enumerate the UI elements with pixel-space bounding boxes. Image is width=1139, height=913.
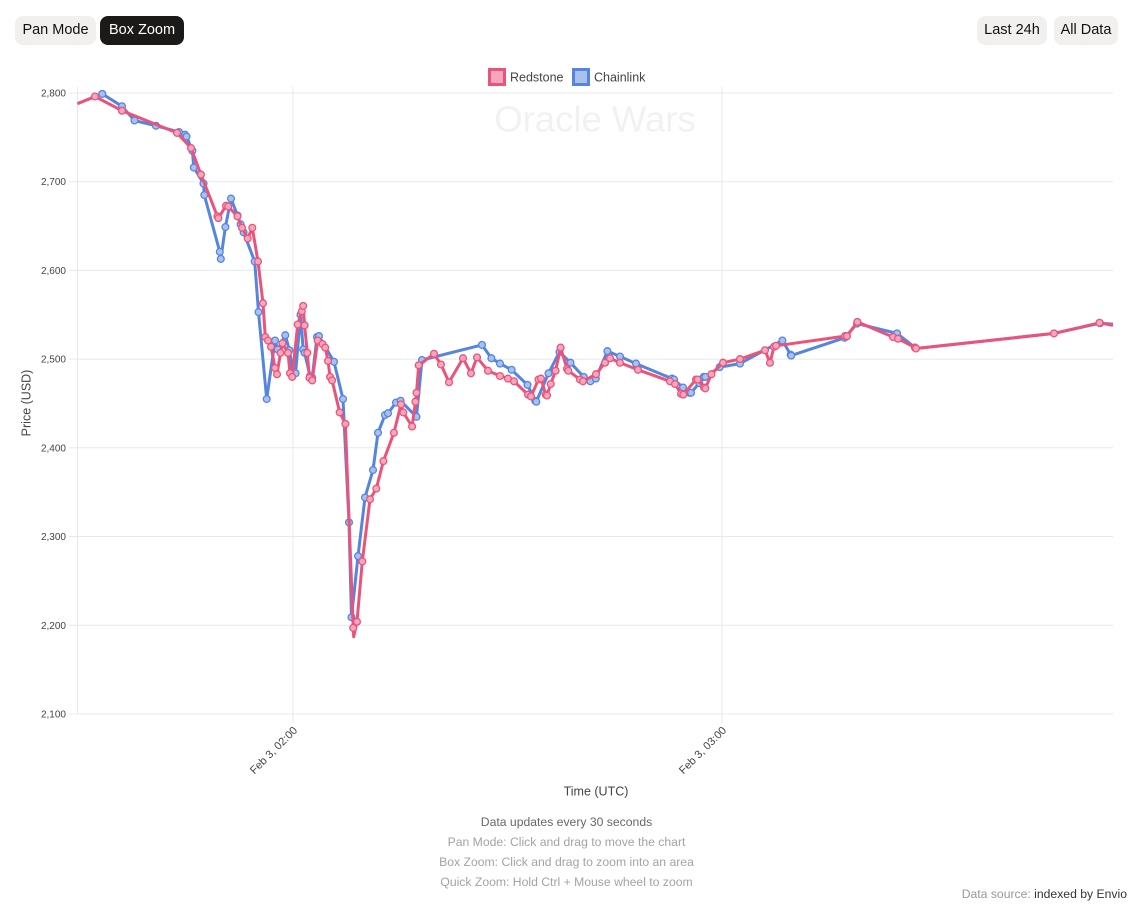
svg-text:2,500: 2,500	[41, 355, 66, 366]
svg-text:Time (UTC): Time (UTC)	[564, 785, 629, 799]
svg-text:2,800: 2,800	[41, 89, 66, 100]
svg-text:Chainlink: Chainlink	[594, 71, 646, 85]
svg-text:Feb 3, 02:00: Feb 3, 02:00	[248, 725, 300, 777]
svg-text:2,400: 2,400	[41, 443, 66, 454]
svg-text:2,100: 2,100	[41, 710, 66, 721]
svg-text:2,200: 2,200	[41, 621, 66, 632]
svg-text:Oracle Wars: Oracle Wars	[494, 99, 695, 140]
svg-text:Price (USD): Price (USD)	[20, 370, 34, 437]
svg-text:Feb 3, 03:00: Feb 3, 03:00	[677, 725, 729, 777]
svg-text:2,300: 2,300	[41, 532, 66, 543]
svg-text:2,600: 2,600	[41, 266, 66, 277]
svg-text:2,700: 2,700	[41, 177, 66, 188]
svg-text:Redstone: Redstone	[510, 71, 564, 85]
